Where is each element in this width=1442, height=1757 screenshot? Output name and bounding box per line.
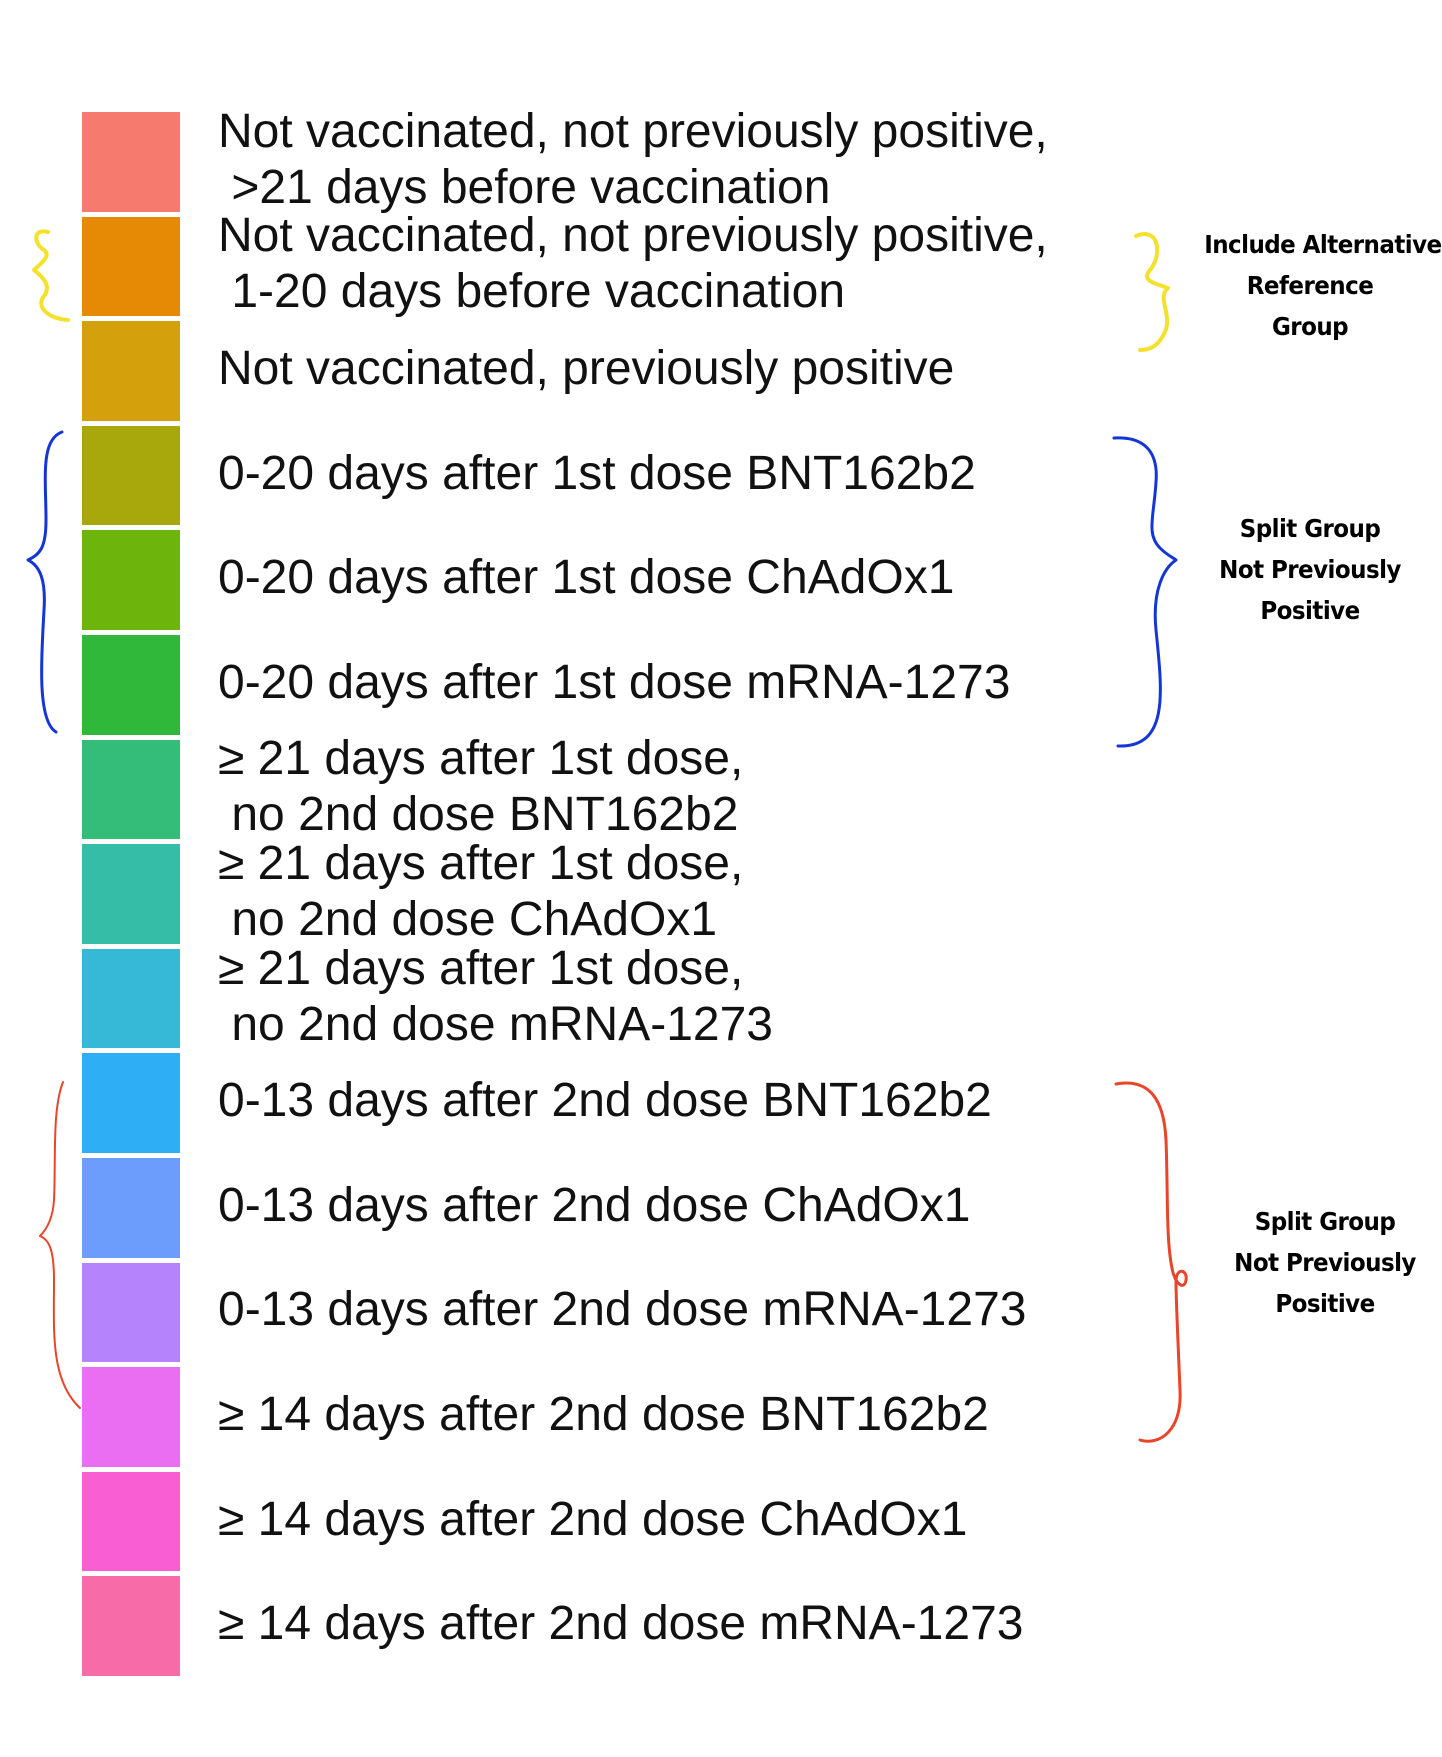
legend-label-line: 0-13 days after 2nd dose BNT162b2 [218,1074,992,1128]
legend-swatch [82,321,180,421]
legend-label-line: ≥ 21 days after 1st dose, [218,941,744,995]
annotation-line: Include Alternative [1204,230,1442,259]
legend-swatch [82,1053,180,1153]
legend-label-line: >21 days before vaccination [218,160,831,214]
legend-label-line: 0-20 days after 1st dose ChAdOx1 [218,551,955,605]
legend-label-line: no 2nd dose BNT162b2 [218,788,739,842]
legend-label: 0-20 days after 1st dose ChAdOx1 [218,550,954,606]
legend-swatch [82,1576,180,1676]
legend-swatch [82,112,180,212]
legend-label: ≥ 14 days after 2nd dose ChAdOx1 [218,1492,967,1548]
legend-label: 0-20 days after 1st dose BNT162b2 [218,446,976,502]
legend-label-line: ≥ 14 days after 2nd dose ChAdOx1 [218,1492,968,1546]
legend-label-line: 1-20 days before vaccination [218,265,846,319]
legend-label-line: no 2nd dose mRNA-1273 [218,997,773,1051]
legend-swatch [82,844,180,944]
legend-swatch [82,739,180,840]
legend-label-line: ≥ 21 days after 1st dose, [218,837,744,890]
annotation-line: Positive [1260,596,1360,625]
annotation-line: Group [1271,312,1349,341]
legend-swatch [82,1158,180,1258]
legend-label: Not vaccinated, previously positive [218,341,954,397]
legend-label-line: 0-13 days after 2nd dose mRNA-1273 [218,1283,1027,1337]
legend-swatch [82,1471,180,1572]
legend-swatch [82,425,180,526]
split-second-dose-annotation: Split Group Not Previously Positive [1219,1201,1431,1324]
legend-label: Not vaccinated, not previously positive,… [218,208,1048,320]
legend-swatch [82,1367,180,1467]
legend-label: 0-13 days after 2nd dose ChAdOx1 [218,1178,970,1234]
legend-label-line: Not vaccinated, previously positive [218,342,955,395]
legend-label-line: 0-20 days after 1st dose BNT162b2 [218,446,976,500]
legend-label-line: 0-13 days after 2nd dose ChAdOx1 [218,1178,971,1232]
annotation-line: Not Previously [1234,1248,1416,1277]
legend-label: ≥ 14 days after 2nd dose BNT162b2 [218,1387,989,1443]
legend-label: 0-13 days after 2nd dose mRNA-1273 [218,1282,1026,1338]
legend-label-line: ≥ 21 days after 1st dose, [218,732,744,786]
annotation-line: Split Group [1254,1207,1396,1236]
legend-label-line: ≥ 14 days after 2nd dose mRNA-1273 [218,1597,1024,1651]
annotation-line: Not Previously [1219,555,1401,584]
legend-label: ≥ 21 days after 1st dose, no 2nd dose BN… [218,731,743,843]
legend-label-line: ≥ 14 days after 2nd dose BNT162b2 [218,1388,989,1441]
annotation-line: Positive [1275,1289,1375,1318]
legend-swatch [82,948,180,1049]
split-first-dose-annotation: Split Group Not Previously Positive [1204,508,1416,631]
legend-label: ≥ 21 days after 1st dose, no 2nd dose Ch… [218,836,743,948]
legend-swatch [82,1262,180,1363]
legend-label: ≥ 14 days after 2nd dose mRNA-1273 [218,1596,1023,1652]
annotation-line: Split Group [1239,514,1381,543]
legend-label: 0-13 days after 2nd dose BNT162b2 [218,1073,992,1129]
legend-label-line: Not vaccinated, not previously positive, [218,209,1048,263]
legend-label: ≥ 21 days after 1st dose, no 2nd dose mR… [218,941,773,1053]
legend-label-line: Not vaccinated, not previously positive, [218,104,1048,158]
legend-swatch [82,530,180,630]
alt-reference-annotation: Include Alternative Reference Group [1204,224,1442,347]
legend-label: 0-20 days after 1st dose mRNA-1273 [218,655,1010,711]
legend-swatch [82,635,180,735]
legend-swatch [82,216,180,317]
legend-label-line: no 2nd dose ChAdOx1 [218,893,718,946]
legend-label-line: 0-20 days after 1st dose mRNA-1273 [218,655,1011,709]
legend-label: Not vaccinated, not previously positive,… [218,104,1048,216]
annotation-line: Reference [1246,271,1374,300]
